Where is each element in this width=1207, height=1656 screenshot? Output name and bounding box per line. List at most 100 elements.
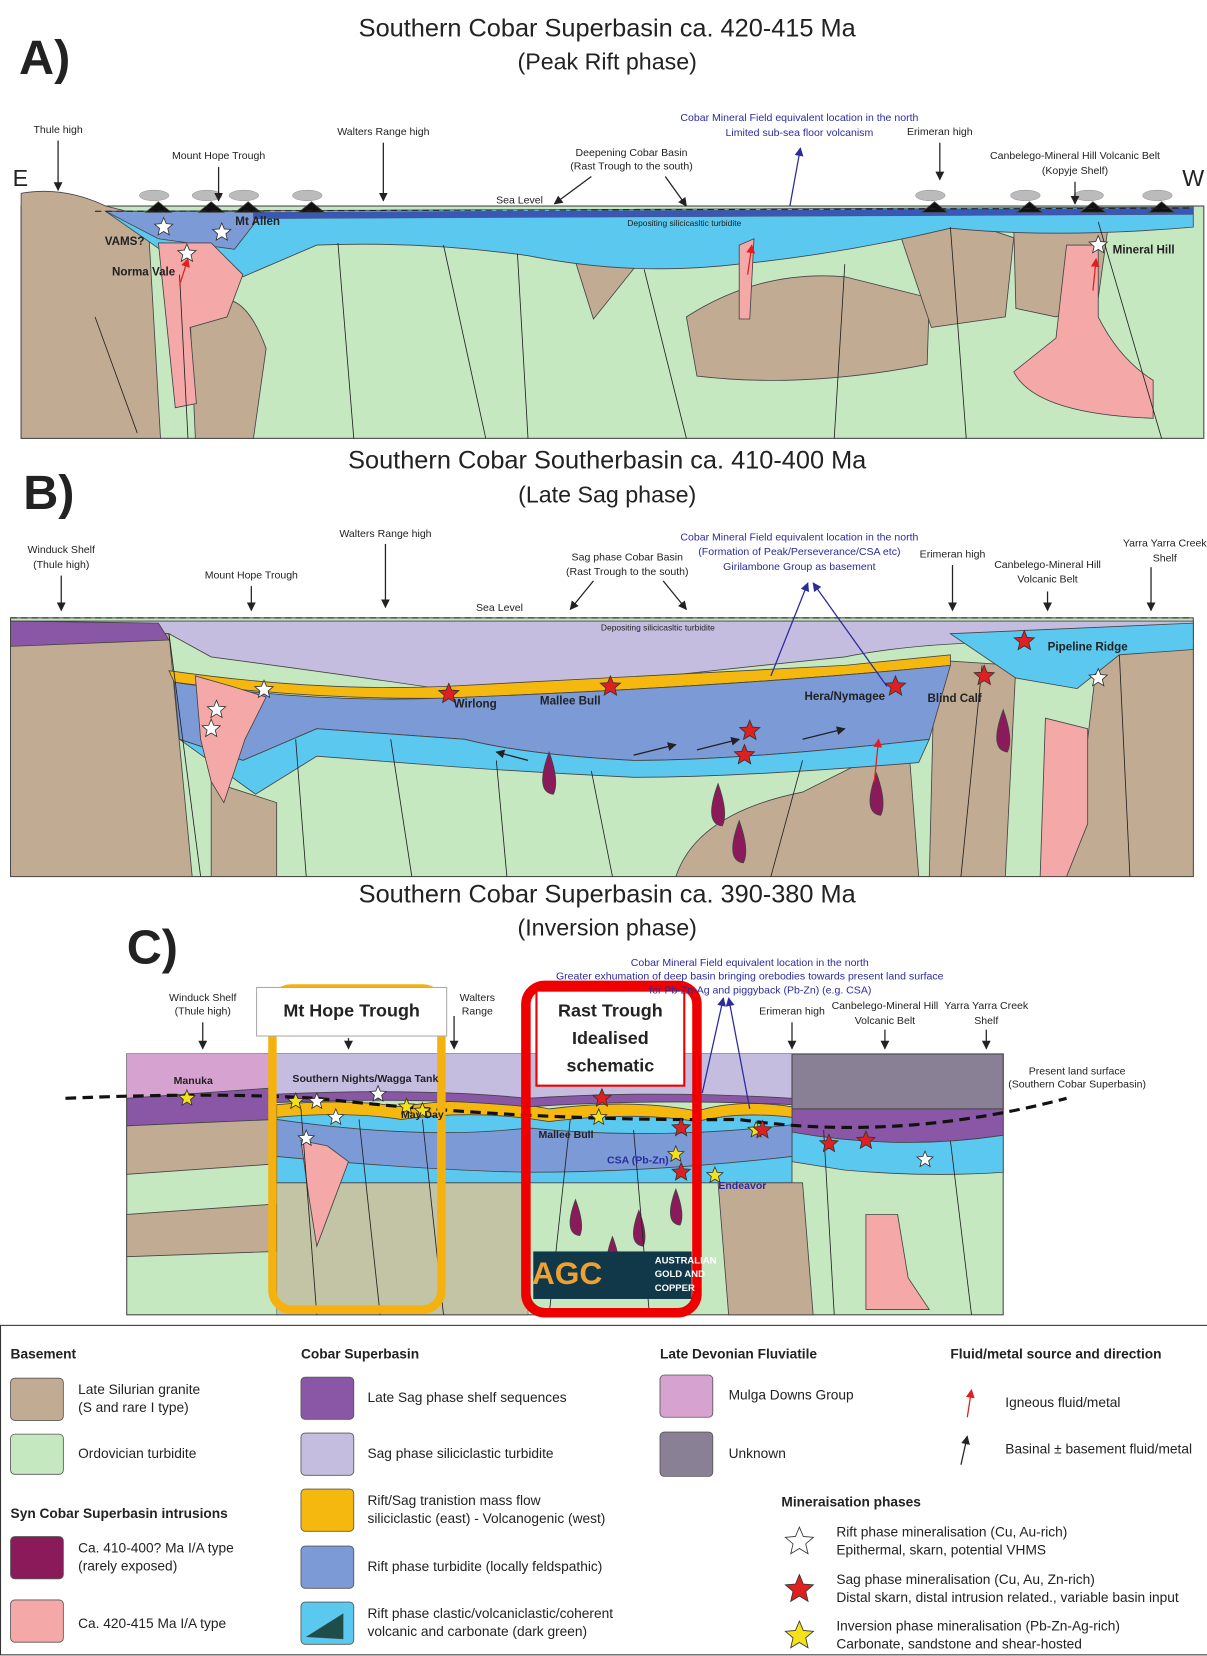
label: Walters Range high (337, 126, 429, 138)
label: Cobar Mineral Field equivalent location … (680, 112, 918, 124)
label-arrow (570, 581, 593, 610)
label: May Day (401, 1109, 444, 1121)
legend-text: Rift/Sag tranistion mass flow (367, 1493, 540, 1508)
panel-letter: C) (127, 920, 178, 974)
label: Mallee Bull (538, 1129, 593, 1141)
legend-text: Mulga Downs Group (729, 1388, 854, 1403)
legend-text: Rift phase clastic/volcaniclastic/cohere… (367, 1606, 613, 1621)
label: Limited sub-sea floor volcanism (726, 127, 874, 139)
legend-heading: Late Devonian Fluviatile (660, 1347, 817, 1362)
legend-text: Igneous fluid/metal (1005, 1395, 1120, 1410)
label: Mt Hope Trough (283, 1000, 420, 1020)
legend-text: Inversion phase mineralisation (Pb-Zn-Ag… (836, 1618, 1120, 1633)
legend-text: Rift phase mineralisation (Cu, Au-rich) (836, 1525, 1067, 1540)
legend-heading: Mineraisation phases (781, 1494, 921, 1509)
label: W (1182, 165, 1204, 191)
label: Cobar Mineral Field equivalent location … (631, 957, 869, 969)
swatch (660, 1432, 713, 1476)
swatch (11, 1434, 64, 1474)
legend-text: Sag phase siliciclastic turbidite (367, 1446, 553, 1461)
label: Canbelego-Mineral Hill (832, 1000, 939, 1012)
legend-text: Ca. 410-400? Ma I/A type (78, 1540, 234, 1555)
swatch (301, 1546, 354, 1588)
label: (Southern Cobar Superbasin) (1008, 1078, 1146, 1090)
legend-heading: Syn Cobar Superbasin intrusions (11, 1506, 229, 1521)
label: (Thule high) (175, 1006, 231, 1018)
swatch (11, 1600, 64, 1642)
granite (718, 1183, 813, 1315)
label: Walters Range high (339, 528, 431, 540)
label: Hera/Nymagee (804, 690, 885, 703)
label: CSA (Pb-Zn) (607, 1154, 669, 1166)
legend-text: Distal skarn, distal intrusion related.,… (836, 1590, 1179, 1605)
label: Volcanic Belt (855, 1015, 915, 1027)
legend-text: siliciclastic (east) - Volcanogenic (wes… (367, 1511, 605, 1526)
swatch (11, 1378, 64, 1420)
label: Winduck Shelf (169, 992, 236, 1004)
label: Rast Trough (558, 1000, 663, 1020)
label: Erimeran high (920, 548, 986, 560)
legend-text: Unknown (729, 1446, 786, 1461)
ash-plume (1011, 190, 1041, 201)
unknown (792, 1054, 1003, 1109)
ash-plume (229, 190, 259, 201)
label: Canbelego-Mineral Hill Volcanic Belt (990, 150, 1160, 162)
ash-plume (293, 190, 323, 201)
label: (Formation of Peak/Perseverance/CSA etc) (698, 546, 900, 558)
legend-text: Sag phase mineralisation (Cu, Au, Zn-ric… (836, 1572, 1095, 1587)
legend-heading: Cobar Superbasin (301, 1347, 419, 1362)
label: COPPER (655, 1283, 695, 1294)
label: for Pb-Zn-Ag and piggyback (Pb-Zn) (e.g.… (649, 984, 871, 996)
label: Walters (460, 992, 495, 1004)
label: Manuka (174, 1075, 213, 1087)
label: Volcanic Belt (1017, 574, 1077, 586)
legend-text: volcanic and carbonate (dark green) (367, 1624, 587, 1639)
legend-text: Rift phase turbidite (locally feldspathi… (367, 1559, 602, 1574)
label: E (13, 165, 29, 191)
label-arrow (554, 176, 591, 203)
label: Winduck Shelf (28, 544, 95, 556)
label: Idealised (572, 1028, 649, 1048)
label-arrow (663, 581, 686, 610)
granite (11, 634, 193, 877)
legend-text: (S and rare I type) (78, 1400, 189, 1415)
label: Sea Level (496, 195, 543, 207)
ash-plume (192, 190, 222, 201)
label: Shelf (1153, 553, 1177, 565)
swatch (660, 1375, 713, 1417)
panel-title: Southern Cobar Southerbasin ca. 410-400 … (348, 446, 867, 474)
label: Mineral Hill (1113, 243, 1175, 256)
label: Thule high (33, 124, 82, 136)
label: Deepening Cobar Basin (575, 147, 687, 159)
label: Southern Nights/Wagga Tank (292, 1073, 438, 1085)
panel-subtitle: (Late Sag phase) (518, 482, 696, 508)
label: (Thule high) (33, 559, 89, 571)
label: GOLD AND (655, 1269, 705, 1280)
label: Yarra Yarra Creek (944, 1000, 1029, 1012)
label: Erimeran high (759, 1006, 825, 1018)
label: AGC (532, 1255, 602, 1291)
label: Pipeline Ridge (1048, 640, 1129, 653)
label: Endeavor (718, 1180, 766, 1192)
label: Present land surface (1029, 1066, 1126, 1078)
label: (Rast Trough to the south) (570, 161, 693, 173)
panel-subtitle: (Inversion phase) (518, 915, 697, 941)
swatch (11, 1537, 64, 1579)
label: VAMS? (105, 235, 145, 248)
panel-title: Southern Cobar Superbasin ca. 420-415 Ma (359, 14, 857, 42)
label-arrow (790, 148, 801, 206)
label: Wirlong (454, 698, 497, 711)
label: Mallee Bull (540, 694, 601, 707)
ash-plume (916, 190, 946, 201)
label: Mt Allen (235, 215, 280, 228)
label: Shelf (974, 1015, 998, 1027)
ash-plume (139, 190, 169, 201)
legend-text: Basinal ± basement fluid/metal (1005, 1442, 1192, 1457)
label: Mount Hope Trough (172, 150, 265, 162)
label: schematic (566, 1055, 654, 1075)
label: Depositing silicicasltic turbidite (601, 623, 715, 633)
label: Greater exhumation of deep basin bringin… (556, 971, 944, 983)
legend-text: Late Silurian granite (78, 1382, 200, 1397)
label: Depositing silicicasltic turbidite (627, 218, 741, 228)
label: Canbelego-Mineral Hill (994, 559, 1101, 571)
